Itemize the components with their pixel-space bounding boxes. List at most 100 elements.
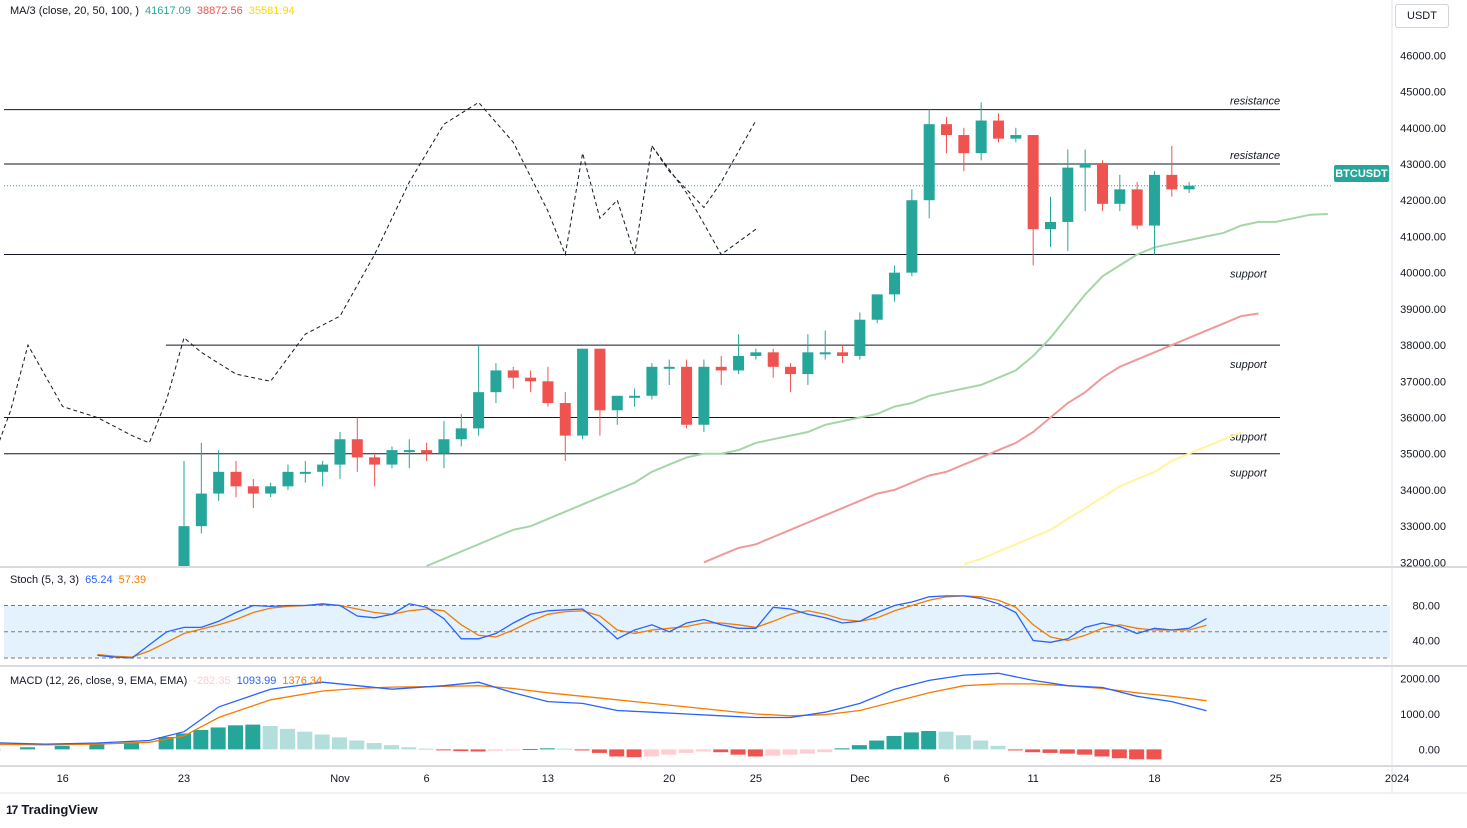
macd-signal-line [0, 683, 1207, 746]
macd-hist-bar-11 [227, 725, 243, 750]
macd-hist-value: -282.35 [193, 675, 231, 687]
ma100-value: 35581.94 [248, 5, 295, 17]
macd-hist-bar-10 [210, 727, 226, 750]
macd-hist-bar-38 [695, 749, 711, 752]
macd-hist-bar-49 [886, 735, 902, 750]
macd-hist-bar-8 [176, 733, 191, 750]
macd-tick-2: 0.00 [1419, 744, 1440, 756]
candle-body-30 [698, 366, 710, 425]
macd-hist-bar-63 [1129, 749, 1145, 760]
brand-name: TradingView [21, 802, 98, 817]
stoch-d-value: 57.39 [118, 574, 147, 586]
macd-hist-bar-19 [366, 743, 382, 750]
macd-hist-bar-3 [20, 747, 36, 750]
candle-body-7 [299, 471, 311, 474]
candle-body-41 [889, 272, 901, 295]
ma20-value: 41617.09 [145, 5, 191, 17]
price-tick-8: 38000.00 [1400, 340, 1446, 352]
time-tick-12: 2024 [1385, 773, 1409, 785]
macd-hist-bar-32 [591, 749, 607, 753]
candle-body-1 [195, 493, 207, 527]
candle-body-32 [733, 355, 745, 371]
candle-body-46 [975, 120, 987, 154]
candle-body-43 [923, 124, 935, 201]
time-tick-4: 13 [542, 773, 554, 785]
macd-hist-bar-53 [955, 735, 971, 750]
candle-body-51 [1062, 167, 1074, 222]
ma-legend: MA/3 (close, 20, 50, 100, ) 41617.09 388… [10, 5, 295, 17]
candle-body-58 [1183, 185, 1195, 190]
candle-body-50 [1045, 221, 1056, 230]
macd-hist-bar-57 [1025, 749, 1041, 753]
macd-hist-bar-54 [973, 740, 989, 750]
macd-hist-bar-40 [730, 749, 746, 755]
macd-hist-bar-22 [418, 748, 434, 750]
price-tick-1: 45000.00 [1400, 87, 1446, 99]
currency-selector[interactable]: USDT [1395, 4, 1449, 28]
candle-body-9 [334, 439, 346, 465]
macd-hist-bar-18 [349, 740, 365, 750]
price-tick-14: 32000.00 [1400, 557, 1446, 569]
time-tick-9: 11 [1027, 773, 1038, 785]
candle-body-10 [351, 439, 363, 458]
candle-body-55 [1131, 189, 1143, 226]
macd-legend-title: MACD (12, 26, close, 9, EMA, EMA) [10, 675, 188, 687]
macd-hist-bar-15 [297, 731, 313, 750]
candle-body-35 [785, 366, 797, 375]
price-tick-4: 42000.00 [1400, 195, 1446, 207]
stoch-d-line [97, 595, 1207, 658]
stoch-tick-1: 40.00 [1412, 636, 1440, 648]
candle-body-31 [715, 366, 727, 371]
macd-hist-bar-46 [834, 748, 850, 750]
symbol-price-tag: BTCUSDT [1334, 165, 1389, 182]
candle-body-45 [958, 135, 970, 154]
tradingview-logo-icon: 17 [6, 802, 18, 817]
sr-label-3: support [1230, 359, 1268, 371]
candle-body-26 [629, 395, 641, 398]
macd-hist-bar-34 [626, 749, 642, 758]
macd-tick-1: 1000.00 [1400, 709, 1440, 721]
macd-hist-bar-36 [661, 749, 677, 755]
macd-hist-bar-51 [921, 730, 937, 750]
macd-hist-bar-14 [279, 728, 295, 750]
macd-hist-bar-12 [245, 724, 261, 750]
macd-hist-bar-56 [1007, 749, 1023, 751]
macd-hist-bar-58 [1042, 749, 1058, 753]
sr-label-1: resistance [1230, 150, 1280, 162]
time-tick-8: 6 [943, 773, 949, 785]
stoch-tick-0: 80.00 [1412, 601, 1440, 613]
candle-body-8 [317, 464, 329, 472]
candle-body-49 [1027, 135, 1039, 230]
macd-hist-bar-17 [331, 737, 347, 750]
stoch-k-value: 65.24 [85, 574, 113, 586]
macd-hist-bar-29 [539, 748, 555, 750]
candle-body-12 [386, 450, 398, 465]
time-tick-10: 18 [1148, 773, 1160, 785]
macd-signal-value: 1376.34 [282, 675, 323, 687]
candle-body-4 [247, 486, 259, 494]
stoch-legend: Stoch (5, 3, 3) 65.24 57.39 [10, 574, 146, 586]
ma50-value: 38872.56 [196, 5, 243, 17]
projection-tail [651, 145, 757, 256]
macd-hist-bar-30 [557, 748, 573, 750]
time-tick-5: 20 [663, 773, 675, 785]
projection-path [0, 101, 757, 444]
candle-body-33 [750, 352, 762, 356]
macd-hist-bar-44 [799, 749, 815, 754]
sr-label-5: support [1230, 468, 1268, 480]
macd-hist-bar-5 [89, 744, 105, 750]
candle-body-25 [611, 395, 623, 411]
macd-hist-bar-25 [470, 749, 486, 752]
candle-body-5 [265, 486, 277, 494]
price-tick-0: 46000.00 [1400, 50, 1446, 62]
sr-label-2: support [1230, 269, 1268, 281]
candle-body-53 [1096, 164, 1108, 204]
tradingview-brand[interactable]: 17 TradingView [6, 802, 98, 817]
candle-body-0 [178, 526, 190, 566]
time-tick-11: 25 [1270, 773, 1282, 785]
macd-hist-bar-6 [124, 742, 140, 750]
macd-hist-bar-59 [1059, 749, 1075, 754]
macd-hist-bar-20 [383, 745, 399, 750]
macd-hist-bar-23 [435, 749, 451, 751]
